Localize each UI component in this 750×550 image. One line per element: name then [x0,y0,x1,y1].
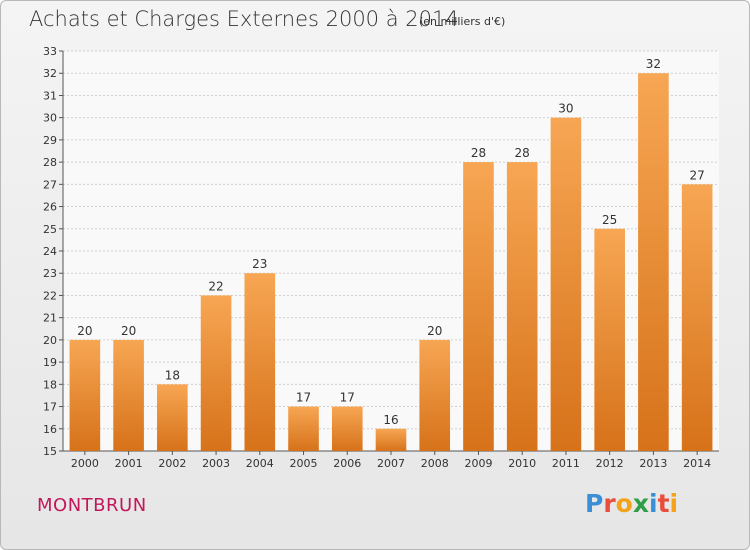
data-label: 32 [646,57,661,71]
y-tick-label: 17 [43,401,57,414]
data-label: 28 [515,146,530,160]
data-label: 22 [208,279,223,293]
data-label: 25 [602,213,617,227]
x-tick-label: 2002 [158,457,186,470]
y-tick-label: 28 [43,156,57,169]
data-label: 27 [689,168,704,182]
bar [331,406,363,451]
commune-name: MONTBRUN [37,495,147,516]
x-tick-label: 2010 [508,457,536,470]
x-tick-label: 2007 [377,457,405,470]
y-tick-label: 27 [43,178,57,191]
y-tick-label: 33 [43,45,57,58]
y-tick-label: 23 [43,267,57,280]
y-tick-label: 29 [43,134,57,147]
x-tick-label: 2005 [290,457,318,470]
plot-area: 15 16 17 18 19 20 21 22 23 24 25 26 27 28 29 30 31 32 33 20… [43,45,719,470]
bar [594,228,625,451]
bar [681,184,713,452]
y-tick-label: 21 [43,312,57,325]
y-tick-label: 20 [43,334,57,347]
y-tick-label: 16 [43,423,57,436]
data-label: 20 [77,324,92,338]
x-tick-label: 2001 [115,457,143,470]
proxiti-logo: Proxiti [585,489,679,518]
chart-subtitle: (en milliers d'€) [419,15,506,28]
data-label: 23 [252,257,267,271]
y-tick-label: 15 [43,445,57,458]
bar [375,428,407,451]
y-tick-label: 30 [43,112,57,125]
data-label: 18 [165,368,180,382]
x-tick-label: 2011 [552,457,580,470]
data-label: 30 [558,102,573,116]
data-label: 16 [383,413,398,427]
bar [69,339,101,451]
data-label: 20 [427,324,442,338]
bar [288,406,319,451]
x-tick-label: 2000 [71,457,99,470]
bar [638,73,669,451]
y-tick-label: 26 [43,201,57,214]
data-label: 17 [340,391,355,405]
y-tick-label: 32 [43,67,57,80]
y-tick-label: 31 [43,89,57,102]
x-tick-label: 2006 [333,457,361,470]
bar [463,162,494,451]
x-tick-label: 2012 [596,457,624,470]
data-label: 20 [121,324,136,338]
x-tick-label: 2003 [202,457,230,470]
y-tick-label: 25 [43,223,57,236]
x-tick-label: 2013 [639,457,667,470]
y-tick-label: 24 [43,245,57,258]
bar [157,384,188,451]
y-tick-label: 19 [43,356,57,369]
y-tick-label: 18 [43,378,57,391]
y-tick-label: 22 [43,289,57,302]
bar [244,273,276,451]
bar [550,117,582,452]
bar [200,295,232,451]
x-tick-label: 2008 [421,457,449,470]
x-tick-label: 2014 [683,457,711,470]
data-label: 28 [471,146,486,160]
x-tick-label: 2004 [246,457,274,470]
bar [419,339,451,451]
bar [506,162,538,451]
chart-title: Achats et Charges Externes 2000 à 2014 [29,7,459,31]
data-label: 17 [296,391,311,405]
x-tick-label: 2009 [464,457,492,470]
bar [113,339,144,451]
